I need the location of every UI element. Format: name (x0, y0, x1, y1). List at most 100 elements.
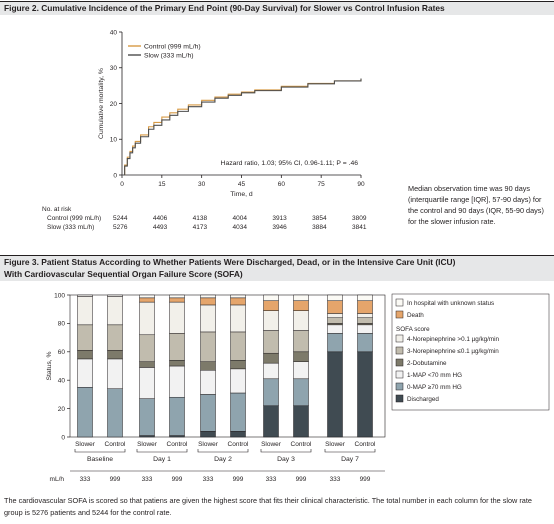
bar-segment (327, 333, 343, 353)
group-bracket (197, 449, 249, 453)
legend-swatch (395, 310, 404, 319)
bar-segment (169, 301, 185, 334)
bar-segment (327, 324, 343, 334)
legend-sofa-title: SOFA score (396, 326, 430, 333)
bar-segment (293, 351, 309, 362)
risk-cell: 3946 (272, 224, 287, 231)
n-value: 999 (172, 476, 183, 483)
bar-label: Control (105, 441, 127, 448)
bar-segment (357, 351, 373, 438)
y-tick-label: 60 (58, 349, 66, 356)
bar-segment (139, 297, 155, 303)
series-line-slow (122, 78, 362, 176)
bar-segment (263, 330, 279, 354)
bar-label: Slower (325, 441, 346, 448)
bar-segment (77, 296, 93, 326)
legend-label: 1-MAP <70 mm HG (407, 372, 462, 379)
y-axis-label: Status, % (46, 351, 53, 380)
group-label: Day 3 (277, 456, 295, 463)
n-value: 999 (233, 476, 244, 483)
y-tick-label: 20 (110, 101, 118, 108)
bar-segment (169, 360, 185, 367)
n-value: 333 (142, 476, 153, 483)
risk-cell: 4493 (152, 224, 168, 231)
figure2-title: Figure 2. Cumulative Incidence of the Pr… (4, 3, 445, 13)
bar-segment (230, 331, 246, 361)
n-row-label: mL/h (50, 476, 65, 483)
bar-segment (327, 317, 343, 324)
legend-swatch (395, 298, 404, 307)
legend-label: 2-Dobutamine (407, 360, 447, 367)
hazard-ratio-annotation: Hazard ratio, 1.03; 95% CI, 0.96-1.11; P… (221, 160, 359, 167)
bar-segment (263, 352, 279, 364)
legend-label: 0-MAP ≥70 mm HG (407, 384, 462, 391)
bar-segment (357, 324, 373, 334)
x-tick-label: 45 (238, 181, 246, 188)
risk-cell: 5244 (113, 215, 128, 222)
group-label: Day 2 (214, 456, 232, 463)
bar-segment (139, 334, 155, 362)
y-tick-label: 80 (58, 321, 66, 328)
group-bracket (136, 449, 188, 453)
bar-label: Slower (198, 441, 219, 448)
bar-segment (357, 294, 373, 301)
bar-segment (327, 313, 343, 318)
risk-row-label-slow: Slow (333 mL/h) (47, 224, 95, 231)
bar-segment (263, 362, 279, 380)
bar-segment (169, 297, 185, 303)
risk-cell: 4406 (152, 215, 168, 222)
bar-segment (293, 361, 309, 380)
x-axis-label: Time, d (230, 191, 253, 198)
n-value: 333 (330, 476, 341, 483)
bar-segment (200, 331, 216, 362)
bar-segment (263, 294, 279, 301)
y-tick-label: 10 (110, 137, 118, 144)
legend-label: Discharged (407, 396, 439, 403)
group-label: Day 7 (341, 456, 359, 463)
y-tick-label: 40 (58, 378, 66, 385)
bar-segment (169, 365, 185, 398)
bar-segment (200, 297, 216, 306)
legend-label: Slow (333 mL/h) (144, 52, 194, 59)
bar-segment (107, 296, 123, 326)
legend-swatch (395, 346, 404, 355)
n-value: 333 (80, 476, 91, 483)
figure3-note: The cardiovascular SOFA is scored so tha… (4, 496, 532, 517)
x-tick-label: 15 (158, 181, 166, 188)
x-tick-label: 90 (357, 181, 365, 188)
legend-swatch (395, 370, 404, 379)
bar-segment (230, 360, 246, 370)
bar-segment (263, 310, 279, 331)
bar-segment (107, 358, 123, 389)
bar-segment (200, 431, 216, 438)
bar-segment (139, 361, 155, 368)
risk-table-title: No. at risk (42, 206, 72, 213)
bar-segment (230, 431, 246, 438)
risk-cell: 3841 (352, 224, 367, 231)
bar-segment (169, 294, 185, 299)
plot-frame (69, 294, 386, 438)
y-tick-label: 20 (58, 406, 66, 413)
bar-label: Slower (75, 441, 96, 448)
bar-segment (293, 300, 309, 311)
figure3-header: Figure 3. Patient Status According to Wh… (0, 255, 554, 281)
bar-segment (230, 368, 246, 394)
y-axis-label: Cumulative mortality, % (98, 68, 105, 139)
n-value: 999 (110, 476, 121, 483)
risk-cell: 4034 (232, 224, 247, 231)
bar-segment (107, 324, 123, 351)
group-bracket (324, 449, 376, 453)
n-value: 333 (266, 476, 277, 483)
bar-segment (327, 351, 343, 438)
bar-segment (357, 313, 373, 318)
bar-segment (139, 301, 155, 336)
bar-segment (107, 350, 123, 360)
bar-label: Control (355, 441, 377, 448)
figure3-title-line1: Figure 3. Patient Status According to Wh… (4, 257, 456, 267)
group-label: Day 1 (153, 456, 171, 463)
y-tick-label: 0 (61, 434, 65, 441)
figure2-note: Median observation time was 90 days (int… (408, 184, 544, 226)
figure3-title-line2: With Cardiovascular Sequential Organ Fai… (4, 269, 243, 279)
bar-label: Control (228, 441, 250, 448)
group-label: Baseline (87, 456, 113, 463)
